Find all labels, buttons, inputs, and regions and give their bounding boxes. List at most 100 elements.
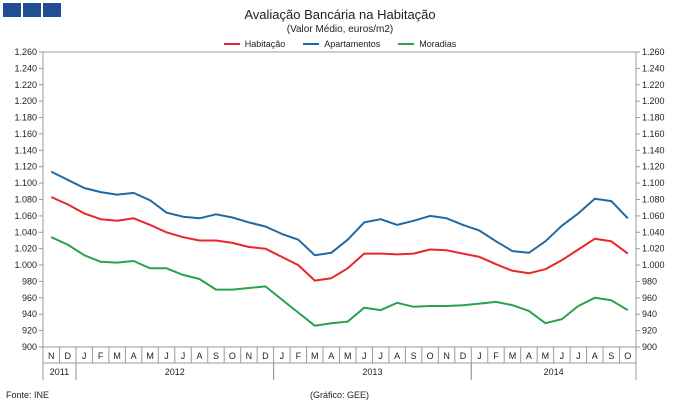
x-month-label: N (246, 351, 253, 361)
y-tick-label-left: 1.260 (14, 47, 37, 57)
y-tick-label-right: 1.220 (642, 80, 665, 90)
legend-label: Apartamentos (324, 39, 381, 49)
y-tick-label-right: 940 (642, 309, 657, 319)
y-tick-label-right: 920 (642, 326, 657, 336)
legend-swatch (223, 43, 240, 45)
y-tick-label-left: 900 (22, 342, 37, 352)
x-month-label: O (229, 351, 236, 361)
plot-frame (42, 51, 637, 348)
y-tick-label-left: 1.160 (14, 129, 37, 139)
x-month-label: O (624, 351, 631, 361)
x-month-label: J (576, 351, 581, 361)
y-tick-label-right: 980 (642, 276, 657, 286)
x-month-label: S (608, 351, 614, 361)
legend-swatch (398, 43, 415, 45)
y-tick-label-right: 1.100 (642, 178, 665, 188)
y-tick-label-left: 1.080 (14, 195, 37, 205)
y-tick-label-right: 1.020 (642, 244, 665, 254)
x-month-label: A (196, 351, 202, 361)
y-tick-label-left: 1.040 (14, 227, 37, 237)
x-month-label: J (82, 351, 87, 361)
y-tick-label-right: 1.160 (642, 129, 665, 139)
x-month-label: J (378, 351, 383, 361)
x-year-label: 2014 (544, 367, 564, 377)
chart-legend: Habitação Apartamentos Moradias (0, 39, 680, 49)
y-tick-label-left: 940 (22, 309, 37, 319)
y-tick-label-right: 1.060 (642, 211, 665, 221)
y-tick-label-left: 1.240 (14, 63, 37, 73)
y-tick-label-right: 1.240 (642, 63, 665, 73)
x-month-label: A (592, 351, 598, 361)
x-month-label: A (394, 351, 400, 361)
y-tick-label-right: 900 (642, 342, 657, 352)
x-month-label: S (411, 351, 417, 361)
x-month-label: M (509, 351, 517, 361)
x-month-label: D (64, 351, 71, 361)
x-month-label: A (526, 351, 532, 361)
y-tick-label-left: 980 (22, 276, 37, 286)
y-tick-label-right: 960 (642, 293, 657, 303)
y-tick-label-right: 1.200 (642, 96, 665, 106)
y-tick-label-left: 1.220 (14, 80, 37, 90)
y-tick-label-right: 1.040 (642, 227, 665, 237)
chart-credit: (Gráfico: GEE) (310, 390, 370, 400)
y-tick-label-right: 1.180 (642, 113, 665, 123)
x-month-label: F (296, 351, 302, 361)
x-month-label: J (280, 351, 285, 361)
logo-block-2 (23, 3, 41, 17)
y-tick-label-left: 960 (22, 293, 37, 303)
x-year-label: 2011 (50, 367, 69, 377)
y-tick-label-left: 1.000 (14, 260, 37, 270)
x-month-label: M (146, 351, 154, 361)
x-month-label: A (131, 351, 137, 361)
chart-title: Avaliação Bancária na Habitação (244, 7, 436, 22)
y-tick-label-right: 1.140 (642, 145, 665, 155)
x-month-label: M (113, 351, 121, 361)
logo-block-1 (3, 3, 21, 17)
y-tick-label-left: 920 (22, 326, 37, 336)
y-tick-label-left: 1.100 (14, 178, 37, 188)
x-month-label: J (362, 351, 367, 361)
y-tick-label-left: 1.180 (14, 113, 37, 123)
source-note: Fonte: INE (6, 390, 50, 400)
legend-item: Moradias (398, 39, 456, 49)
x-year-label: 2012 (165, 367, 185, 377)
x-month-label: S (213, 351, 219, 361)
logo-block-3 (43, 3, 61, 17)
legend-label: Moradias (419, 39, 457, 49)
y-tick-label-right: 1.000 (642, 260, 665, 270)
y-tick-label-left: 1.200 (14, 96, 37, 106)
logo (3, 3, 61, 17)
x-month-label: N (443, 351, 450, 361)
x-year-label: 2013 (362, 367, 382, 377)
y-tick-label-left: 1.020 (14, 244, 37, 254)
y-tick-label-left: 1.120 (14, 162, 37, 172)
x-month-label: N (48, 351, 55, 361)
legend-label: Habitação (244, 39, 286, 49)
x-month-label: M (311, 351, 319, 361)
x-month-label: F (493, 351, 499, 361)
y-tick-label-right: 1.260 (642, 47, 665, 57)
y-tick-label-left: 1.140 (14, 145, 37, 155)
legend-item: Habitação (223, 39, 286, 49)
x-month-label: M (344, 351, 352, 361)
x-month-label: D (262, 351, 269, 361)
series-line-0 (50, 196, 629, 282)
x-month-label: J (477, 351, 482, 361)
legend-swatch (303, 43, 320, 45)
x-month-label: F (98, 351, 104, 361)
x-month-label: J (181, 351, 186, 361)
chart-subtitle: (Valor Médio, euros/m2) (286, 24, 394, 35)
x-month-label: J (560, 351, 565, 361)
y-tick-label-right: 1.120 (642, 162, 665, 172)
series-line-1 (50, 170, 629, 257)
x-month-label: M (542, 351, 550, 361)
legend-item: Apartamentos (303, 39, 380, 49)
y-tick-label-right: 1.080 (642, 195, 665, 205)
series-line-2 (50, 236, 629, 327)
y-tick-label-left: 1.060 (14, 211, 37, 221)
x-month-label: O (427, 351, 434, 361)
x-month-label: A (328, 351, 334, 361)
x-month-label: J (164, 351, 169, 361)
